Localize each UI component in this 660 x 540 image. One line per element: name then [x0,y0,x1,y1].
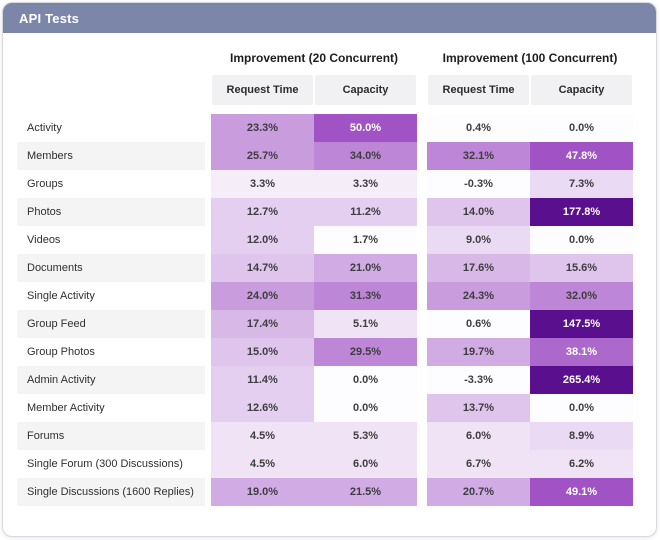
heat-cell: 15.6% [530,254,633,282]
table-row: Activity 23.3% 50.0% 0.4% 0.0% [17,114,642,142]
row-label: Photos [17,198,205,226]
heat-cell: 0.0% [314,366,417,394]
heat-cell: 6.0% [314,450,417,478]
heat-cell: 265.4% [530,366,633,394]
row-label: Forums [17,422,205,450]
heat-cell: 177.8% [530,198,633,226]
group-header-20-concurrent: Improvement (20 Concurrent) [229,51,399,65]
heat-cell: 17.6% [427,254,530,282]
table-row: Single Forum (300 Discussions) 4.5% 6.0% 6.… [17,450,642,478]
card-titlebar: API Tests [3,3,656,33]
heat-cell: -3.3% [427,366,530,394]
heat-cell: 21.5% [314,478,417,506]
row-label: Group Photos [27,346,95,358]
row-label: Videos [27,234,61,246]
heat-cell: 14.7% [211,254,314,282]
row-label: Activity [27,122,62,134]
table-row: Members 25.7% 34.0% 32.1% 47.8% [17,142,642,170]
row-label: Group Feed [17,310,205,338]
heat-cell: 24.0% [211,282,314,310]
heat-cell: 3.3% [314,170,417,198]
heat-cell: 6.2% [530,450,633,478]
heat-cell: 9.0% [427,226,530,254]
heat-cell: 12.6% [211,394,314,422]
heat-cell: 23.3% [211,114,314,142]
group-header-row: Improvement (20 Concurrent) Improvement … [17,45,642,71]
table-row: Videos 12.0% 1.7% 9.0% 0.0% [17,226,642,254]
heat-cell: 21.0% [314,254,417,282]
table-row: Single Activity 24.0% 31.3% 24.3% 32.0% [17,282,642,310]
row-label: Admin Activity [17,366,205,394]
table-body: Activity 23.3% 50.0% 0.4% 0.0% Members 25.7% 34… [17,114,642,506]
heat-cell: 31.3% [314,282,417,310]
heat-cell: 24.3% [427,282,530,310]
heat-cell: 49.1% [530,478,633,506]
heat-cell: 11.4% [211,366,314,394]
heat-cell: 17.4% [211,310,314,338]
heat-cell: 14.0% [427,198,530,226]
table-row: Single Discussions (1600 Replies) 19.0% 21… [17,478,642,506]
row-label: Groups [27,178,64,190]
heat-cell: 3.3% [211,170,314,198]
column-header-capacity-100: Capacity [531,75,632,105]
heat-cell: 147.5% [530,310,633,338]
heat-cell: 11.2% [314,198,417,226]
heat-cell: 32.1% [427,142,530,170]
heat-cell: 0.0% [530,226,633,254]
table-row: Group Feed 17.4% 5.1% 0.6% 147.5% [17,310,642,338]
row-label: Member Activity [27,402,105,414]
table-row: Admin Activity 11.4% 0.0% -3.3% 265.4% [17,366,642,394]
heat-cell: 15.0% [211,338,314,366]
heat-cell: 4.5% [211,422,314,450]
table-row: Photos 12.7% 11.2% 14.0% 177.8% [17,198,642,226]
row-label: Single Activity [27,290,95,302]
table-row: Documents 14.7% 21.0% 17.6% 15.6% [17,254,642,282]
heat-cell: 6.7% [427,450,530,478]
table-row: Member Activity 12.6% 0.0% 13.7% 0.0% [17,394,642,422]
heat-cell: 19.7% [427,338,530,366]
heat-cell: 19.0% [211,478,314,506]
page-title: API Tests [19,10,80,26]
heat-cell: 12.7% [211,198,314,226]
heat-cell: 8.9% [530,422,633,450]
heat-cell: 50.0% [314,114,417,142]
heat-cell: 38.1% [530,338,633,366]
heat-cell: 32.0% [530,282,633,310]
heat-cell: 29.5% [314,338,417,366]
heat-cell: 6.0% [427,422,530,450]
heat-cell: 7.3% [530,170,633,198]
heat-cell: 25.7% [211,142,314,170]
heat-cell: 5.3% [314,422,417,450]
heat-cell: 47.8% [530,142,633,170]
column-header-request-time-20: Request Time [212,75,313,105]
column-header-request-time-100: Request Time [428,75,529,105]
heat-cell: 0.4% [427,114,530,142]
heat-cell: 4.5% [211,450,314,478]
row-label: Single Forum (300 Discussions) [27,458,183,470]
row-label: Single Discussions (1600 Replies) [17,478,205,506]
heat-cell: -0.3% [427,170,530,198]
heat-cell: 13.7% [427,394,530,422]
column-header-capacity-20: Capacity [315,75,416,105]
table-row: Group Photos 15.0% 29.5% 19.7% 38.1% [17,338,642,366]
row-label: Documents [17,254,205,282]
heat-cell: 34.0% [314,142,417,170]
heat-cell: 0.0% [530,394,633,422]
heat-cell: 5.1% [314,310,417,338]
heatmap-table: Improvement (20 Concurrent) Improvement … [3,33,656,514]
row-label: Members [17,142,205,170]
heat-cell: 0.0% [314,394,417,422]
heat-cell: 12.0% [211,226,314,254]
table-row: Groups 3.3% 3.3% -0.3% 7.3% [17,170,642,198]
heat-cell: 20.7% [427,478,530,506]
group-header-100-concurrent: Improvement (100 Concurrent) [442,51,618,65]
heat-cell: 0.0% [530,114,633,142]
heat-cell: 0.6% [427,310,530,338]
heat-cell: 1.7% [314,226,417,254]
table-row: Forums 4.5% 5.3% 6.0% 8.9% [17,422,642,450]
column-header-row: Request Time Capacity Request Time Capac… [17,75,642,105]
